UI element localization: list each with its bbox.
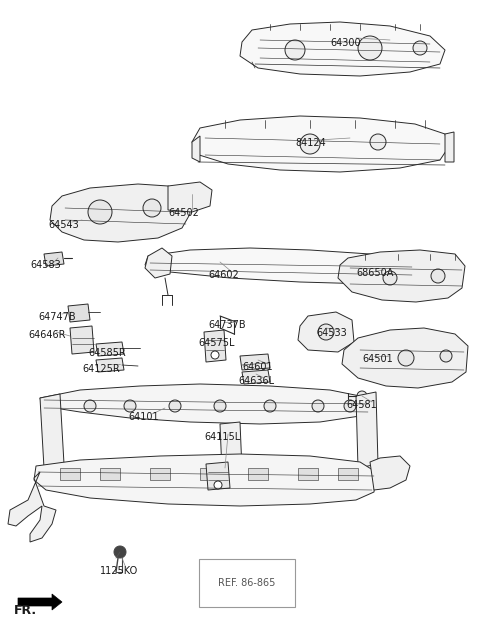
Polygon shape xyxy=(356,392,378,468)
Polygon shape xyxy=(18,594,62,610)
Polygon shape xyxy=(68,304,90,322)
Polygon shape xyxy=(240,354,270,370)
Text: 1125KO: 1125KO xyxy=(100,566,138,576)
Polygon shape xyxy=(192,116,448,172)
Text: 64583: 64583 xyxy=(30,260,61,270)
Polygon shape xyxy=(204,330,226,362)
Text: 64501: 64501 xyxy=(362,354,393,364)
Circle shape xyxy=(413,41,427,55)
Text: FR.: FR. xyxy=(14,604,37,617)
Circle shape xyxy=(440,350,452,362)
Text: REF. 86-865: REF. 86-865 xyxy=(218,578,276,588)
Text: 64747B: 64747B xyxy=(38,312,76,322)
Circle shape xyxy=(370,134,386,150)
Text: 64533: 64533 xyxy=(316,328,347,338)
Polygon shape xyxy=(192,136,200,162)
Text: 68650A: 68650A xyxy=(356,268,394,278)
Polygon shape xyxy=(370,456,410,490)
Text: 64636L: 64636L xyxy=(238,376,274,386)
Circle shape xyxy=(264,400,276,412)
Text: 64581: 64581 xyxy=(346,400,377,410)
Text: 64115L: 64115L xyxy=(204,432,240,442)
Circle shape xyxy=(398,350,414,366)
Polygon shape xyxy=(145,248,172,278)
Circle shape xyxy=(169,400,181,412)
Text: 64585R: 64585R xyxy=(88,348,126,358)
Circle shape xyxy=(431,269,445,283)
Polygon shape xyxy=(44,252,64,266)
Circle shape xyxy=(211,351,219,359)
Text: 64601: 64601 xyxy=(242,362,273,372)
Polygon shape xyxy=(145,248,416,284)
Circle shape xyxy=(214,481,222,489)
Polygon shape xyxy=(100,468,120,480)
Polygon shape xyxy=(338,250,465,302)
Text: 64737B: 64737B xyxy=(208,320,246,330)
Polygon shape xyxy=(168,182,212,212)
Text: 64543: 64543 xyxy=(48,220,79,230)
Polygon shape xyxy=(40,394,64,468)
Circle shape xyxy=(344,400,356,412)
Polygon shape xyxy=(240,22,445,76)
Polygon shape xyxy=(298,468,318,480)
Polygon shape xyxy=(96,358,124,372)
Text: 64125R: 64125R xyxy=(82,364,120,374)
Polygon shape xyxy=(206,462,230,490)
Polygon shape xyxy=(220,422,242,472)
Circle shape xyxy=(143,199,161,217)
Circle shape xyxy=(383,271,397,285)
Polygon shape xyxy=(248,468,268,480)
Circle shape xyxy=(285,40,305,60)
Text: 64300: 64300 xyxy=(330,38,360,48)
Text: 84124: 84124 xyxy=(295,138,326,148)
Polygon shape xyxy=(96,342,124,356)
Circle shape xyxy=(300,134,320,154)
Circle shape xyxy=(357,391,367,401)
Polygon shape xyxy=(150,468,170,480)
Text: 64101: 64101 xyxy=(128,412,158,422)
Polygon shape xyxy=(40,384,370,424)
Circle shape xyxy=(124,400,136,412)
Polygon shape xyxy=(338,468,358,480)
Circle shape xyxy=(318,324,334,340)
Circle shape xyxy=(312,400,324,412)
Polygon shape xyxy=(298,312,354,352)
Circle shape xyxy=(358,36,382,60)
Polygon shape xyxy=(200,468,220,480)
Polygon shape xyxy=(34,454,376,506)
Polygon shape xyxy=(60,468,80,480)
Polygon shape xyxy=(242,370,270,384)
Polygon shape xyxy=(342,328,468,388)
Text: 64502: 64502 xyxy=(168,208,199,218)
Polygon shape xyxy=(445,132,454,162)
Circle shape xyxy=(88,200,112,224)
Circle shape xyxy=(214,400,226,412)
Text: 64602: 64602 xyxy=(208,270,239,280)
Polygon shape xyxy=(8,472,56,542)
Polygon shape xyxy=(70,326,94,354)
Text: 64646R: 64646R xyxy=(28,330,65,340)
Polygon shape xyxy=(50,184,190,242)
Circle shape xyxy=(114,546,126,558)
Text: 64575L: 64575L xyxy=(198,338,235,348)
Circle shape xyxy=(84,400,96,412)
